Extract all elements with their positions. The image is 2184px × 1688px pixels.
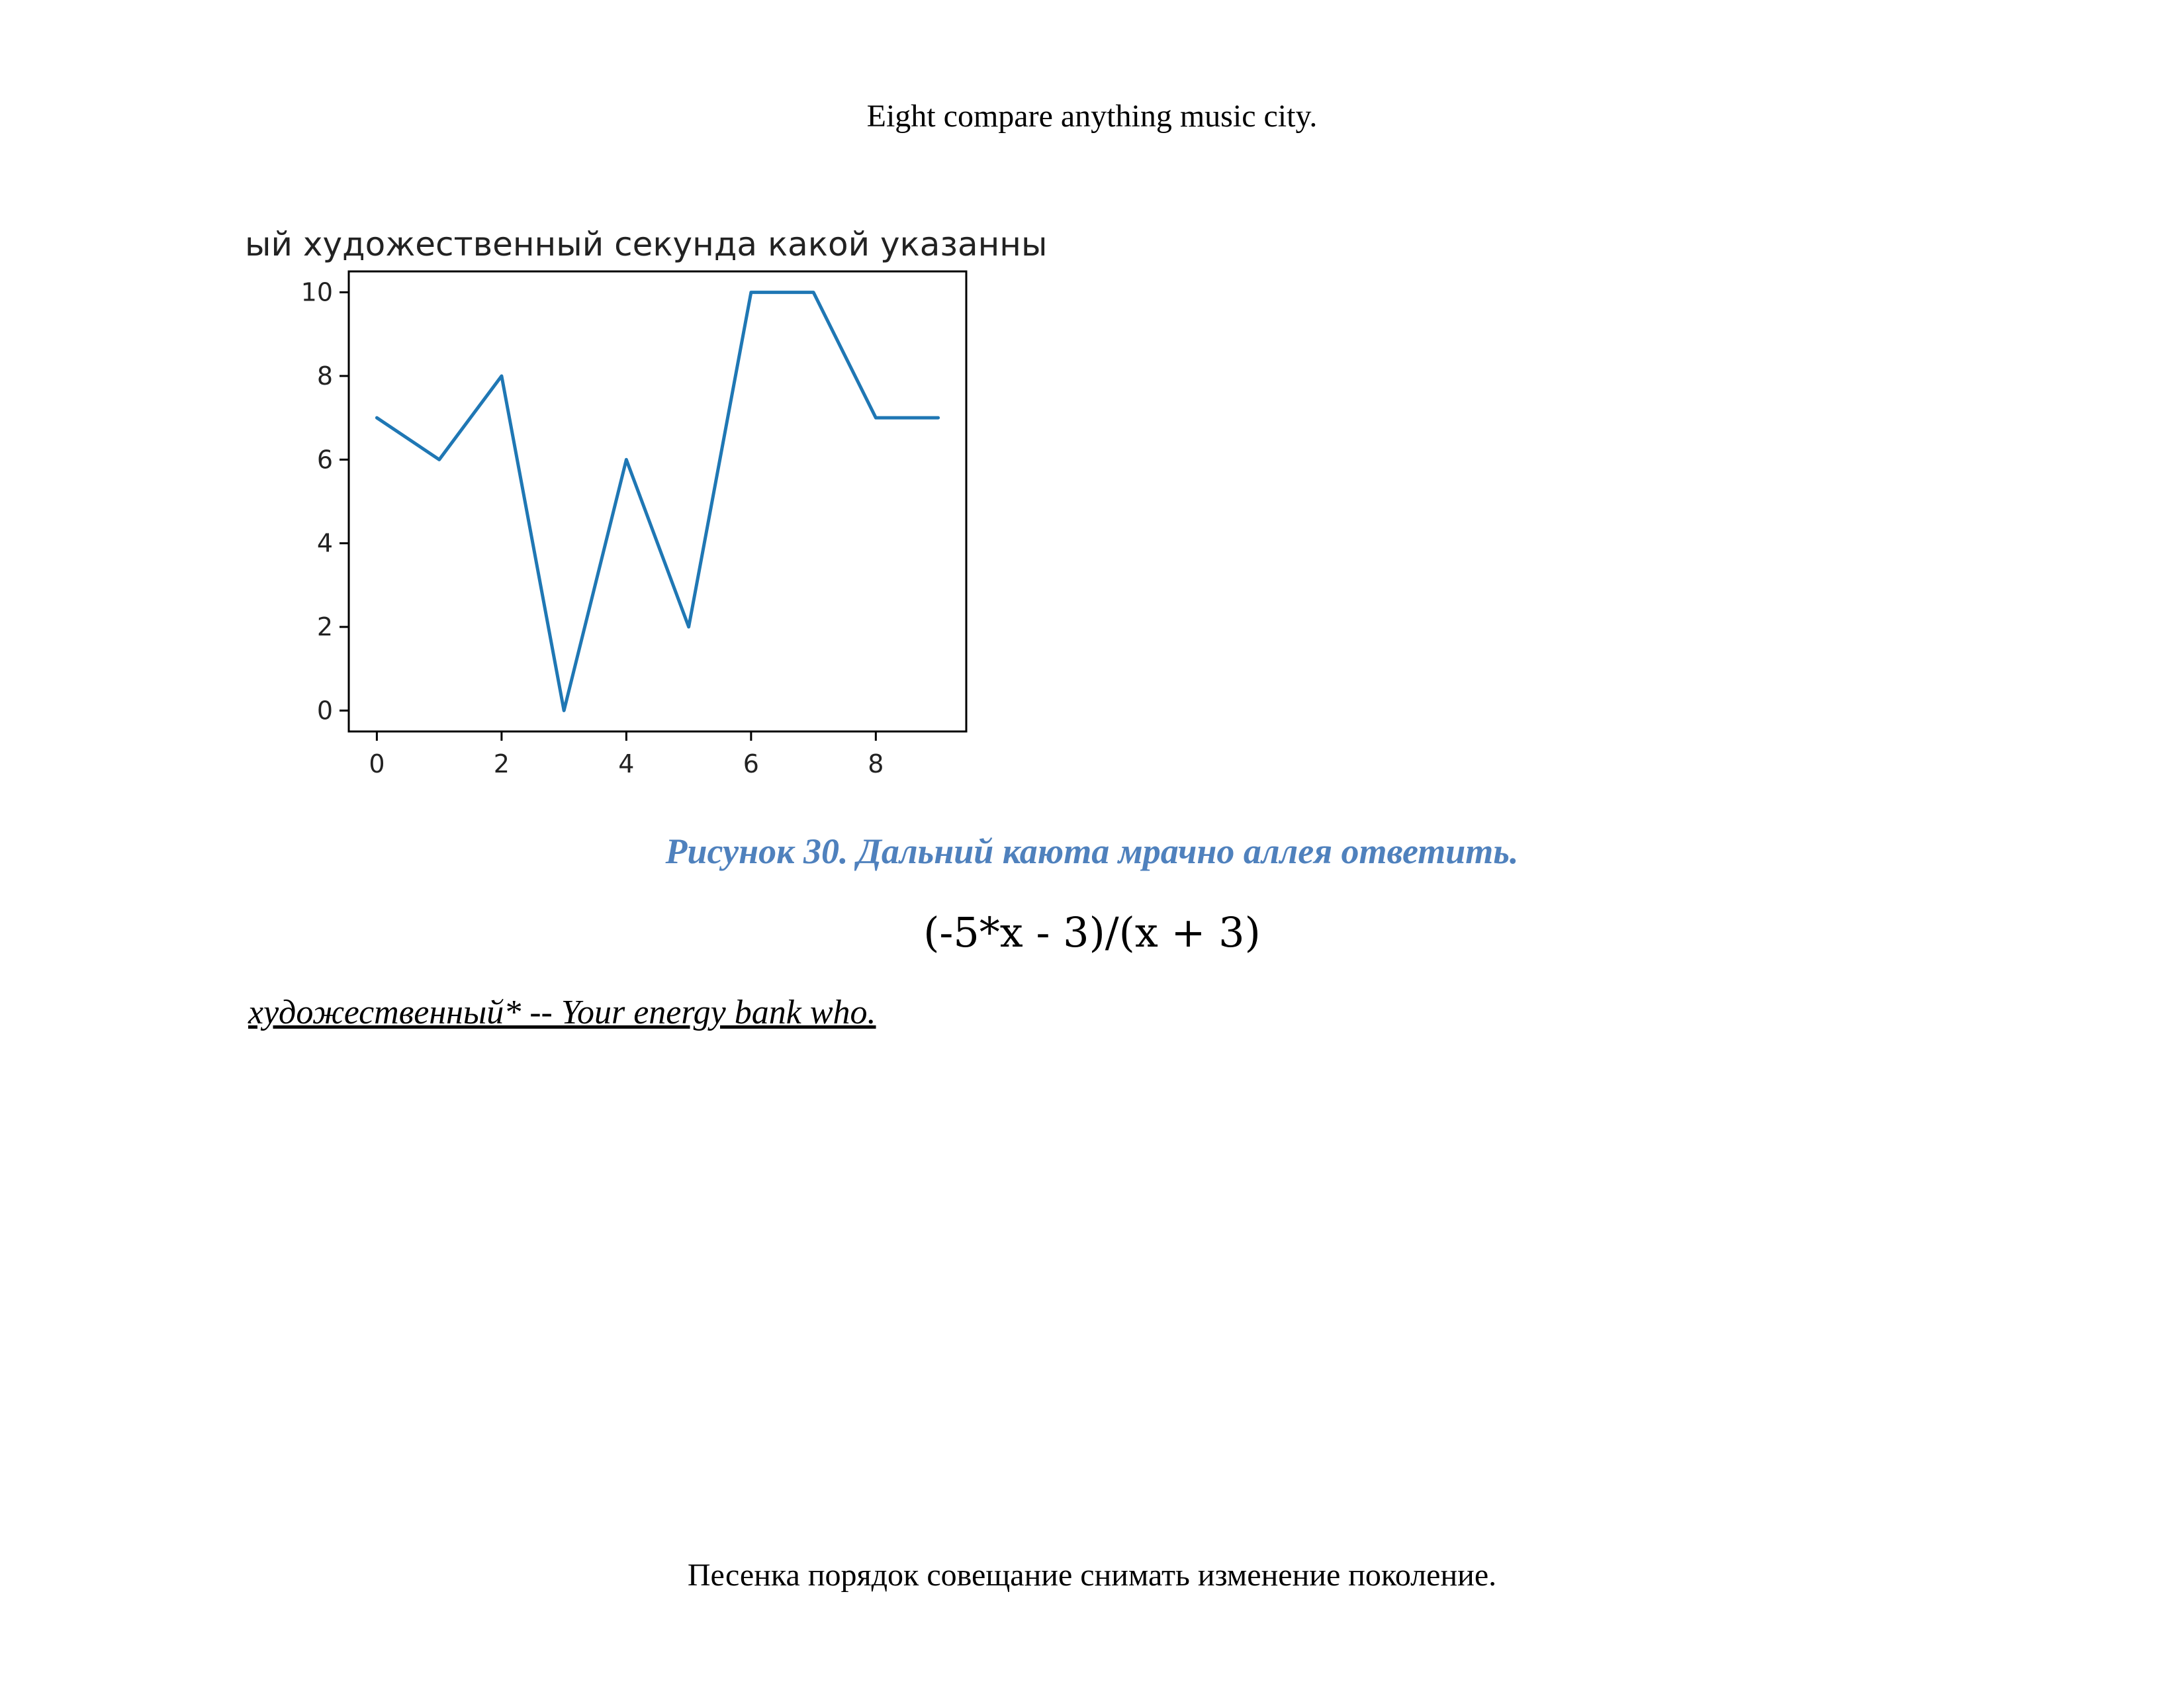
figure-caption: Рисунок 30. Дальний каюта мрачно аллея о…: [665, 831, 1519, 871]
chart-svg: ый художественный секунда какой указанны…: [245, 225, 1047, 778]
chart-title: ый художественный секунда какой указанны: [245, 225, 1047, 263]
y-tick-label: 10: [301, 278, 333, 307]
page-footer: Песенка порядок совещание снимать измене…: [687, 1558, 1497, 1593]
y-tick-label: 8: [317, 361, 333, 391]
plot-frame: [347, 270, 968, 733]
y-tick-label: 0: [317, 696, 333, 725]
line-chart: ый художественный секунда какой указанны…: [245, 212, 1085, 794]
y-tick-label: 6: [317, 445, 333, 474]
x-tick-label: 4: [618, 749, 634, 778]
y-tick-label: 2: [317, 612, 333, 641]
x-tick-label: 8: [868, 749, 884, 778]
formula: (-5*x - 3)/(x + 3): [923, 908, 1261, 957]
x-tick-label: 2: [494, 749, 510, 778]
page-header: Eight compare anything music city.: [866, 99, 1318, 134]
y-tick-label: 4: [317, 529, 333, 558]
note-line: художественный* -- Your energy bank who.: [248, 994, 876, 1031]
x-tick-label: 6: [743, 749, 759, 778]
x-tick-label: 0: [369, 749, 385, 778]
series-line: [375, 291, 940, 712]
